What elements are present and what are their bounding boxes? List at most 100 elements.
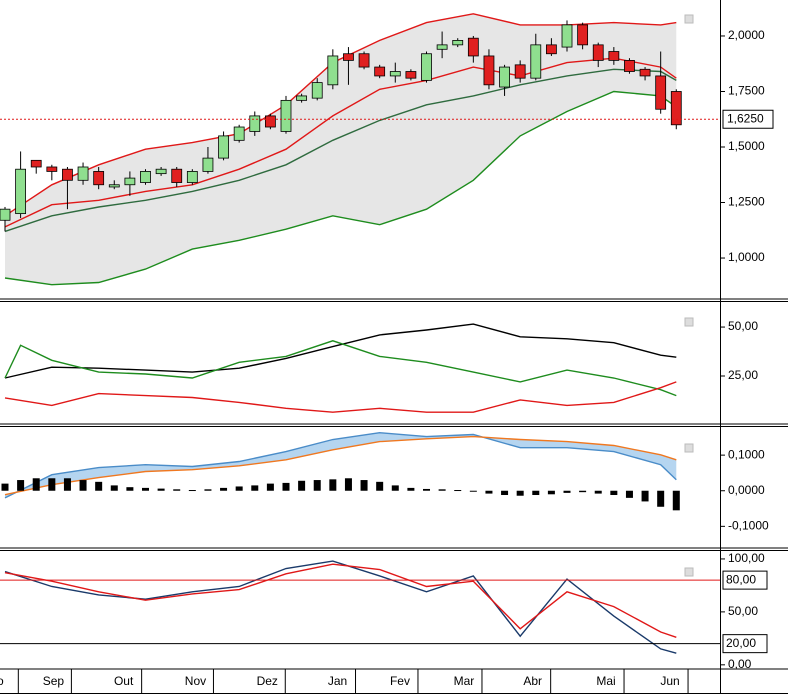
candle-body (608, 51, 620, 61)
icon[interactable] (684, 443, 694, 453)
y-tick-label: 2,0000 (728, 28, 765, 42)
candle-body (358, 53, 370, 68)
series-line (4, 431, 677, 499)
x-tick-label: Jun (660, 674, 679, 688)
candle-body (670, 91, 682, 126)
series-line (4, 323, 677, 379)
candle-body (233, 126, 245, 141)
histogram-bar (63, 478, 71, 491)
x-tick-label: o (0, 674, 4, 688)
candle-body (62, 168, 73, 181)
candle-body (264, 115, 276, 128)
histogram-bar (563, 490, 571, 493)
candle-body (93, 171, 105, 186)
candle-body (452, 40, 464, 46)
x-tick-label: Mai (596, 674, 615, 688)
histogram-bar (251, 485, 259, 491)
candle-body (327, 55, 339, 86)
histogram-bar (579, 490, 587, 493)
histogram-bar (204, 489, 212, 491)
histogram-bar (141, 487, 149, 491)
histogram-bar (516, 490, 524, 496)
last-price-label: 1,6250 (727, 111, 764, 125)
histogram-bar (48, 478, 56, 491)
histogram-bar (547, 490, 555, 495)
y-tick-label: 0,00 (728, 657, 752, 671)
candle-body (218, 135, 229, 159)
plot-area (4, 323, 677, 413)
candle-body (545, 44, 557, 55)
series-line (4, 435, 677, 496)
candle-body (124, 177, 136, 186)
histogram-bar (454, 490, 462, 492)
candle-body (140, 171, 151, 183)
histogram-bar (641, 490, 649, 502)
series-line (4, 13, 677, 217)
y-tick-label: 1,5000 (728, 139, 765, 153)
series-line (4, 560, 677, 654)
y-tick-label: 1,0000 (728, 250, 765, 264)
histogram-bar (126, 487, 134, 491)
candle-body (343, 53, 354, 61)
histogram-bar (672, 490, 680, 511)
candle-body (592, 44, 604, 61)
candle-body (0, 208, 11, 221)
x-tick-label: Sep (43, 674, 65, 688)
candle-body (46, 166, 58, 172)
candle-body (77, 166, 89, 181)
y-tick-label: 0,0000 (728, 483, 765, 497)
candle-body (561, 24, 573, 48)
x-tick-label: Abr (523, 674, 542, 688)
candle-body (296, 95, 308, 101)
histogram-bar (95, 481, 103, 491)
candle-body (249, 115, 261, 132)
icon[interactable] (684, 14, 694, 24)
histogram-bar (282, 482, 290, 491)
plot-area (4, 560, 677, 654)
level-box (722, 634, 768, 654)
histogram-bar (329, 479, 337, 491)
icon[interactable] (684, 567, 694, 577)
level-label: 20,00 (726, 636, 756, 650)
histogram-bar (344, 478, 352, 491)
histogram-bar (438, 489, 446, 491)
y-tick-label: 50,00 (728, 319, 758, 333)
candle-body (624, 59, 635, 72)
candle-body (467, 37, 479, 57)
y-tick-label: 1,7500 (728, 84, 765, 98)
candle-body (577, 24, 589, 46)
candle-body (202, 157, 214, 172)
candle-body (171, 168, 183, 183)
candle-body (280, 99, 292, 132)
plot-area (0, 13, 682, 286)
y-tick-label: 0,1000 (728, 447, 765, 461)
candle-body (639, 68, 651, 77)
y-tick-label: 25,00 (728, 368, 758, 382)
candle-body (15, 168, 27, 215)
histogram-bar (423, 488, 431, 491)
histogram-bar (376, 481, 384, 491)
histogram-bar (188, 490, 196, 492)
series-line (4, 563, 677, 638)
histogram-bar (407, 487, 415, 491)
candle-body (499, 66, 510, 88)
x-tick-label: Dez (257, 674, 278, 688)
histogram-bar (469, 490, 477, 492)
histogram-bar (391, 485, 399, 491)
histogram-bar (235, 486, 243, 491)
icon[interactable] (684, 317, 694, 327)
panel-icons (684, 14, 694, 577)
series-line (4, 90, 677, 286)
series-line (4, 68, 677, 233)
histogram-bar (266, 483, 274, 491)
candle-body (374, 66, 386, 77)
candle-body (483, 55, 495, 86)
level-label: 80,00 (726, 572, 756, 586)
candle-body (155, 168, 167, 175)
series-line (4, 381, 677, 413)
histogram-bar (1, 483, 9, 491)
candle-body (405, 71, 417, 79)
x-tick-label: Out (114, 674, 134, 688)
